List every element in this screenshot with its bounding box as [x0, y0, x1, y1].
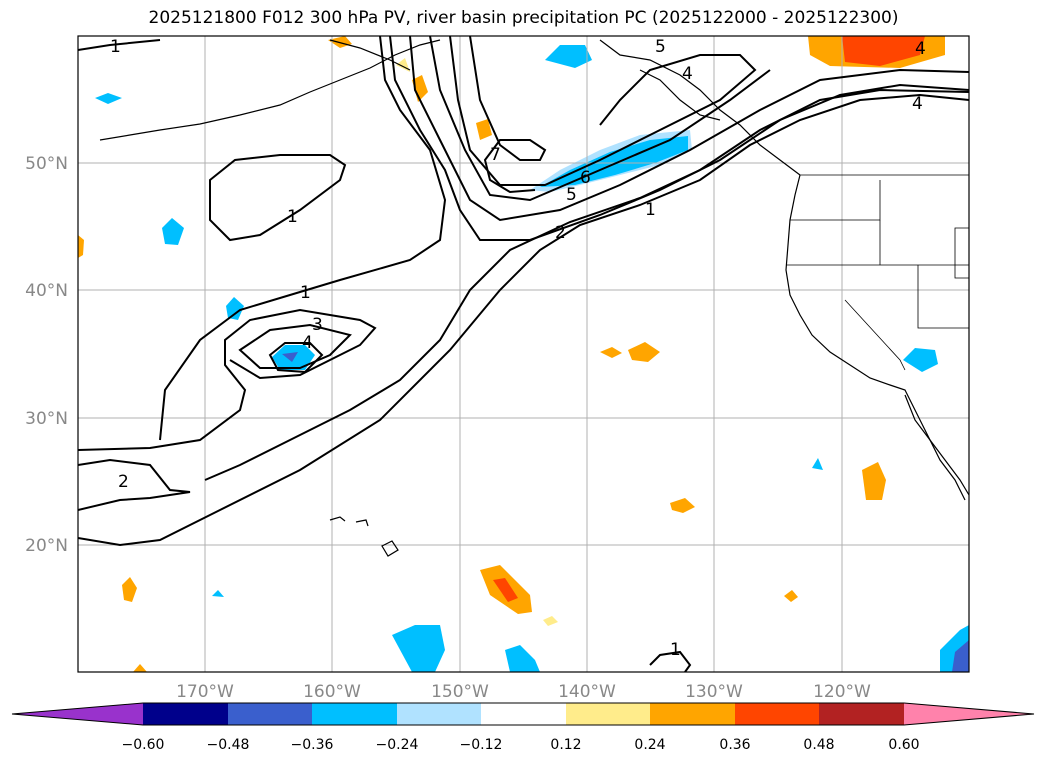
- contour-label: 1: [287, 207, 298, 227]
- contour-label: 5: [655, 37, 666, 57]
- colorbar-bin: [143, 703, 228, 725]
- contour-label: 2: [118, 472, 129, 492]
- pv-contours: [78, 36, 969, 672]
- colorbar-bin: [819, 703, 904, 725]
- coastlines: [99, 39, 969, 557]
- lat-label-50n: 50°N: [25, 154, 68, 174]
- contour-label: 1: [110, 37, 121, 57]
- colorbar-tick-label: −0.60: [122, 737, 165, 753]
- colorbar-tick-label: 0.48: [803, 737, 834, 753]
- contour-label: 2: [555, 223, 566, 243]
- colorbar-over-arrow: [904, 703, 1034, 725]
- contour-label: 6: [580, 168, 591, 188]
- colorbar: [11, 702, 1035, 726]
- colorbar-tick-label: 0.36: [719, 737, 750, 753]
- colorbar-bin: [228, 703, 312, 725]
- colorbar-tick-label: 0.12: [550, 737, 581, 753]
- contour-label: 4: [912, 94, 923, 114]
- colorbar-tick-label: −0.36: [291, 737, 334, 753]
- colorbar-bin: [650, 703, 735, 725]
- colorbar-bin: [397, 703, 481, 725]
- lon-label-130w: 130°W: [685, 682, 743, 702]
- contour-label: 1: [300, 283, 311, 303]
- contour-label: 7: [490, 145, 501, 165]
- colorbar-bin: [735, 703, 819, 725]
- lon-label-120w: 120°W: [813, 682, 871, 702]
- colorbar-outline: [11, 702, 1035, 726]
- latitude-labels: 50°N 40°N 30°N 20°N: [25, 154, 68, 556]
- map-title: 2025121800 F012 300 hPa PV, river basin …: [148, 8, 899, 28]
- lon-label-140w: 140°W: [558, 682, 616, 702]
- lon-label-150w: 150°W: [431, 682, 489, 702]
- colorbar-under-arrow: [12, 703, 143, 725]
- lat-label-40n: 40°N: [25, 281, 68, 301]
- colorbar-tick-label: −0.48: [207, 737, 250, 753]
- contour-label: 4: [682, 64, 693, 84]
- colorbar-tick-label: 0.24: [634, 737, 665, 753]
- colorbar-bin: [481, 703, 566, 725]
- colorbar-tick-label: −0.12: [460, 737, 503, 753]
- political-borders: [786, 174, 969, 371]
- contour-label: 3: [312, 315, 323, 335]
- contour-label: 1: [670, 640, 681, 660]
- contour-label: 5: [566, 185, 577, 205]
- contour-label: 1: [645, 200, 656, 220]
- precip-blue-alaska: [545, 45, 592, 68]
- contour-label: 4: [302, 333, 313, 353]
- colorbar-labels: −0.60 −0.48 −0.36 −0.24 −0.12 0.12 0.24 …: [122, 737, 920, 753]
- lon-label-160w: 160°W: [303, 682, 361, 702]
- lon-label-170w: 170°W: [176, 682, 234, 702]
- colorbar-tick-label: 0.60: [888, 737, 919, 753]
- lat-label-20n: 20°N: [25, 536, 68, 556]
- colorbar-bin: [312, 703, 397, 725]
- colorbar-bin: [566, 703, 650, 725]
- colorbar-tick-label: −0.24: [376, 737, 419, 753]
- lat-label-30n: 30°N: [25, 409, 68, 429]
- longitude-labels: 170°W 160°W 150°W 140°W 130°W 120°W: [176, 682, 871, 702]
- contour-label: 4: [915, 39, 926, 59]
- pv-contour-labels: 1 1 1 1 2 2 3 4 4 4 4 5 5 6 7 1: [110, 37, 926, 660]
- plot-frame: [77, 35, 970, 673]
- grid-lines: [78, 36, 969, 672]
- plot-area: 1 1 1 1 2 2 3 4 4 4 4 5 5 6 7 1: [78, 36, 969, 672]
